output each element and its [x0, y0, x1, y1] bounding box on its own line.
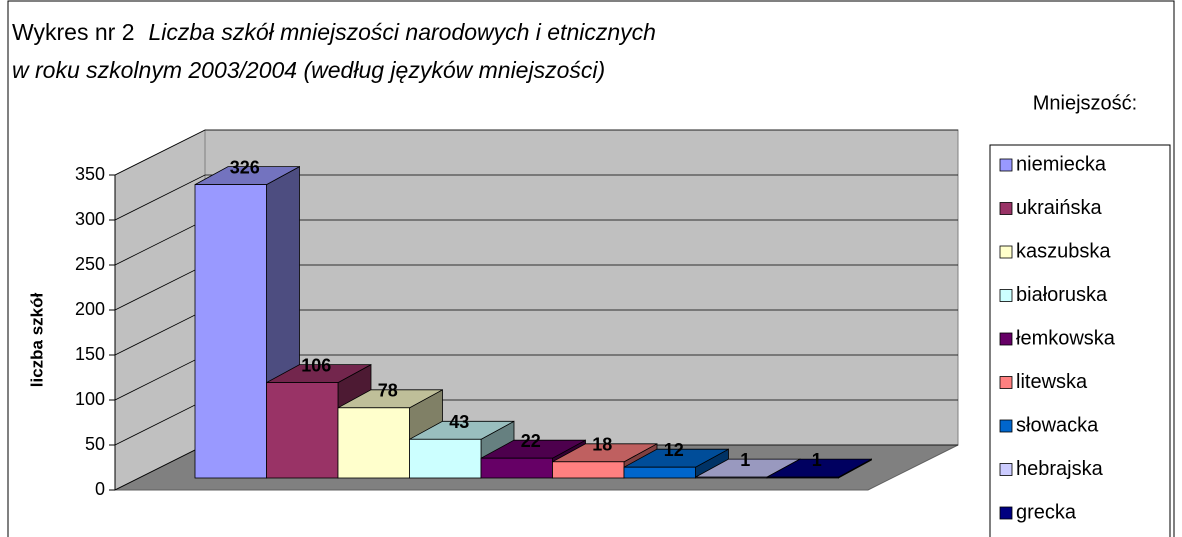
- legend-swatch: [999, 289, 1013, 302]
- legend-swatch: [999, 376, 1013, 389]
- data-label: 326: [230, 157, 260, 177]
- legend-label: hebrajska: [1016, 458, 1104, 480]
- legend-label: litewska: [1016, 371, 1088, 393]
- bar: [194, 184, 267, 479]
- chart-title: Wykres nr 2 Liczba szkół mniejszości naro…: [12, 19, 656, 45]
- legend-box: [989, 144, 1171, 537]
- data-label: 22: [521, 431, 541, 451]
- grid-line: [114, 129, 958, 176]
- legend-swatch: [999, 202, 1013, 215]
- bar: [409, 438, 482, 479]
- y-tick-label: 0: [95, 479, 105, 499]
- bar: [266, 382, 339, 479]
- bar: [766, 476, 839, 479]
- legend-label: niemiecka: [1016, 153, 1107, 175]
- grid-line: [114, 174, 958, 221]
- data-label: 1: [740, 450, 750, 470]
- y-tick-label: 150: [75, 344, 105, 364]
- bar: [623, 466, 696, 479]
- data-label: 1: [812, 450, 822, 470]
- y-tick-label: 100: [75, 389, 105, 409]
- y-tick-label: 50: [85, 434, 105, 454]
- legend-swatch: [999, 158, 1013, 172]
- y-tick-label: 200: [75, 299, 105, 319]
- y-tick-label: 250: [75, 254, 105, 274]
- legend-label: słowacka: [1016, 414, 1099, 436]
- data-label: 18: [592, 435, 612, 455]
- legend-label: białoruska: [1016, 284, 1108, 306]
- subtitle-line: w roku szkolnym 2003/2004 (według językó…: [12, 57, 605, 83]
- bar: [552, 461, 625, 479]
- bar: [695, 476, 768, 479]
- subtitle-line: Liczba szkół mniejszości narodowych i et…: [148, 19, 656, 45]
- legend-swatch: [999, 332, 1013, 346]
- bar: [480, 457, 553, 479]
- legend-swatch: [999, 506, 1013, 520]
- legend-label: łemkowska: [1016, 327, 1116, 349]
- data-label: 106: [301, 355, 331, 375]
- title-prefix: Wykres nr 2: [12, 19, 134, 45]
- legend-label: kaszubska: [1016, 240, 1111, 262]
- legend-label: grecka: [1016, 501, 1077, 523]
- legend-swatch: [999, 245, 1013, 259]
- legend-swatch: [999, 419, 1013, 433]
- data-label: 78: [378, 381, 398, 401]
- side-wall: [114, 129, 206, 491]
- legend-label: ukraińska: [1016, 197, 1102, 219]
- legend-title: Mniejszość:: [1033, 92, 1137, 114]
- data-label: 12: [664, 440, 684, 460]
- y-tick-label: 300: [75, 209, 105, 229]
- y-tick-label: 350: [75, 164, 105, 184]
- bar: [337, 407, 410, 479]
- legend-swatch: [999, 463, 1013, 476]
- data-label: 43: [449, 412, 469, 432]
- y-axis-label: liczba szkół: [27, 292, 46, 387]
